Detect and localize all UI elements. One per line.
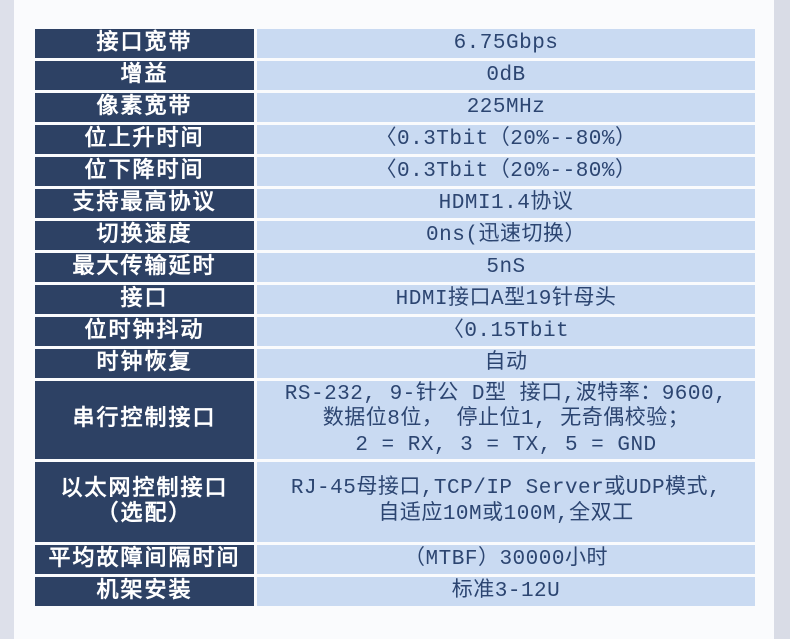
spec-value-gain: 0dB [257, 61, 755, 90]
spec-label-pixel-bandwidth: 像素宽带 [35, 93, 254, 122]
spec-label-interface-bandwidth: 接口宽带 [35, 29, 254, 58]
right-margin-strip [774, 0, 790, 639]
spec-value-ethernet-control-port: RJ-45母接口,TCP/IP Server或UDP模式, 自适应10M或100… [257, 462, 755, 542]
spec-value-mtbf: （MTBF）30000小时 [257, 545, 755, 574]
spec-value-rack-mount: 标准3-12U [257, 577, 755, 606]
spec-label-serial-control-port: 串行控制接口 [35, 381, 254, 459]
spec-label-bit-rise-time: 位上升时间 [35, 125, 254, 154]
spec-label-gain: 增益 [35, 61, 254, 90]
spec-value-bit-fall-time: 〈0.3Tbit（20%--80%） [257, 157, 755, 186]
spec-label-bit-fall-time: 位下降时间 [35, 157, 254, 186]
spec-label-bit-clock-jitter: 位时钟抖动 [35, 317, 254, 346]
spec-value-interface-bandwidth: 6.75Gbps [257, 29, 755, 58]
spec-label-max-transmission-delay: 最大传输延时 [35, 253, 254, 282]
spec-label-interface: 接口 [35, 285, 254, 314]
spec-label-max-protocol: 支持最高协议 [35, 189, 254, 218]
spec-value-switch-speed: 0ns(迅速切换） [257, 221, 755, 250]
spec-value-bit-rise-time: 〈0.3Tbit（20%--80%） [257, 125, 755, 154]
spec-value-max-protocol: HDMI1.4协议 [257, 189, 755, 218]
spec-value-serial-control-port: RS-232, 9-针公 D型 接口,波特率：9600, 数据位8位， 停止位1… [257, 381, 755, 459]
spec-label-mtbf: 平均故障间隔时间 [35, 545, 254, 574]
spec-table: 接口宽带 6.75Gbps 增益 0dB 像素宽带 225MHz 位上升时间 〈… [35, 29, 755, 606]
spec-value-interface: HDMI接口A型19针母头 [257, 285, 755, 314]
left-margin-strip [0, 0, 14, 639]
spec-label-switch-speed: 切换速度 [35, 221, 254, 250]
spec-label-ethernet-control-port: 以太网控制接口 （选配） [35, 462, 254, 542]
spec-value-pixel-bandwidth: 225MHz [257, 93, 755, 122]
spec-value-max-transmission-delay: 5nS [257, 253, 755, 282]
spec-label-clock-recovery: 时钟恢复 [35, 349, 254, 378]
spec-label-rack-mount: 机架安装 [35, 577, 254, 606]
spec-value-bit-clock-jitter: 〈0.15Tbit [257, 317, 755, 346]
spec-value-clock-recovery: 自动 [257, 349, 755, 378]
